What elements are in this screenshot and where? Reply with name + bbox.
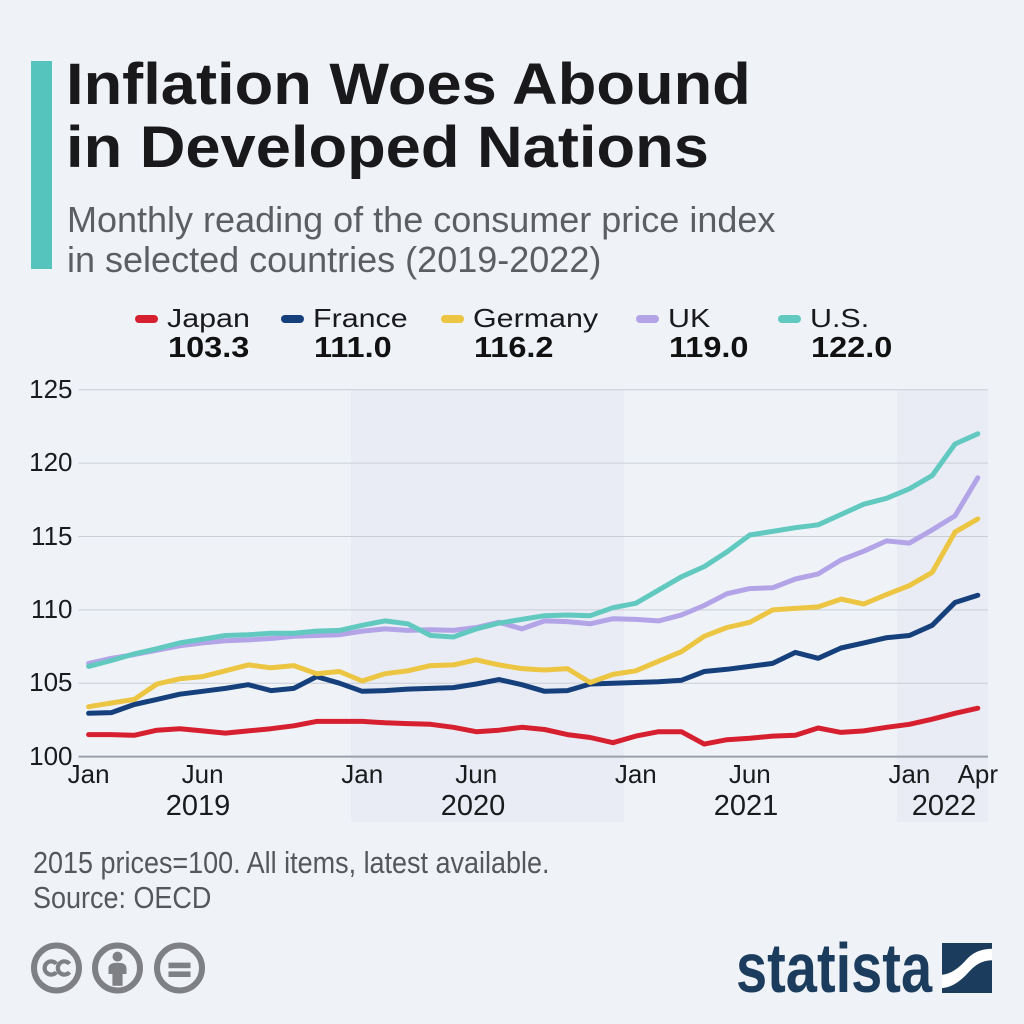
svg-text:Jun: Jun [455,759,497,789]
svg-text:Jan: Jan [68,759,110,789]
svg-text:2022: 2022 [912,790,977,822]
svg-text:100: 100 [29,741,72,771]
svg-text:Jun: Jun [729,759,771,789]
svg-text:2021: 2021 [714,790,779,822]
svg-text:2019: 2019 [166,790,231,822]
svg-text:115: 115 [31,521,72,551]
svg-text:105: 105 [29,667,72,697]
svg-text:Jan: Jan [341,759,383,789]
svg-text:Jan: Jan [615,759,657,789]
svg-text:120: 120 [29,447,72,477]
svg-text:2020: 2020 [441,790,506,822]
svg-text:110: 110 [31,594,72,624]
svg-text:Jun: Jun [182,759,224,789]
svg-text:125: 125 [29,374,72,404]
svg-text:Apr: Apr [958,759,999,789]
svg-text:Jan: Jan [888,759,930,789]
